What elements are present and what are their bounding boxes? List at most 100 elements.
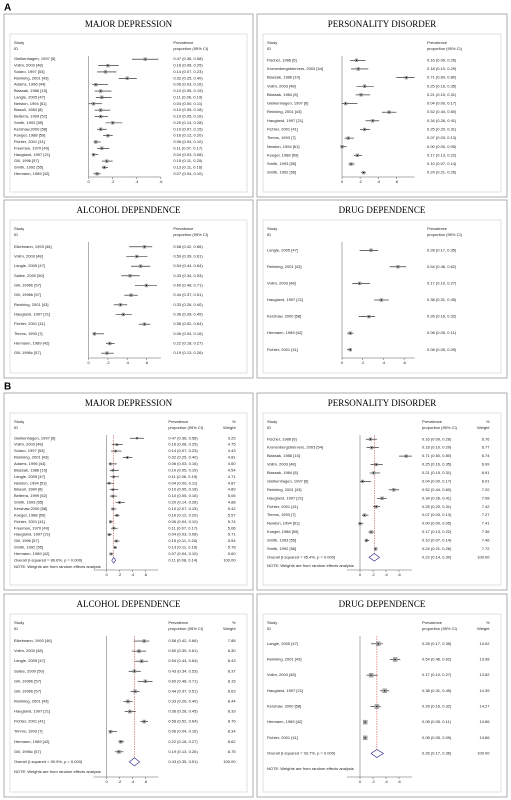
- value-label: 0.50 (0.39, 0.61): [173, 254, 203, 259]
- estimate-dot: [349, 332, 351, 334]
- study-label: Gill, 1996 [57]: [14, 538, 39, 543]
- weight-label: 5.78: [228, 545, 237, 550]
- study-label: Koegel, 1988 [59]: [267, 529, 298, 534]
- estimate-dot: [405, 76, 408, 79]
- estimate-dot: [355, 59, 358, 62]
- study-label: Hermann, 1989 [42]: [267, 330, 302, 335]
- value-label: 0.52 (0.44, 0.60): [422, 487, 452, 492]
- study-label: Newton, 1994 [61]: [267, 144, 299, 149]
- estimate-dot: [341, 146, 343, 148]
- x-tick-label: 0: [105, 572, 108, 577]
- x-tick-label: 0: [359, 572, 362, 577]
- estimate-dot: [359, 522, 361, 525]
- estimate-dot: [112, 508, 114, 510]
- estimate-dot: [143, 246, 146, 248]
- estimate-dot: [115, 540, 117, 542]
- column-header: Prevalence: [422, 419, 443, 424]
- study-label: Gielkenhagen, 1997 [6]: [267, 101, 308, 106]
- chart-title: DRUG DEPENDENCE: [339, 599, 426, 609]
- estimate-dot: [116, 443, 118, 446]
- weight-label: 8.33: [228, 709, 237, 714]
- study-label: Fischer, 1986 [6]: [267, 436, 297, 441]
- study-label: Kronenbergsbiervers, 2003 [54]: [267, 66, 323, 71]
- x-tick-label: .6: [397, 779, 401, 784]
- study-label: Smith, 1992 [55]: [14, 545, 43, 550]
- value-label: 0.44 (0.37, 0.51): [173, 292, 203, 297]
- estimate-dot: [375, 463, 377, 466]
- chart-title: ALCOHOL DEPENDENCE: [77, 599, 181, 609]
- estimate-dot: [372, 120, 374, 122]
- estimate-dot: [377, 643, 379, 645]
- column-header: proportion (95% CI): [427, 232, 463, 237]
- estimate-dot: [356, 154, 359, 157]
- chart-title: MAJOR DEPRESSION: [85, 19, 173, 29]
- study-label: Haugland, 1997 [21]: [267, 118, 303, 123]
- plot-frame: [9, 33, 248, 193]
- overall-weight-label: 100.00: [477, 751, 490, 756]
- x-tick-label: 0: [105, 779, 108, 784]
- weight-label: 5.06: [228, 493, 237, 498]
- study-label: Langle, 2005 [47]: [14, 658, 45, 663]
- estimate-dot: [96, 173, 98, 175]
- estimate-dot: [99, 115, 102, 118]
- column-header: ID: [267, 46, 271, 51]
- value-label: 0.17 (0.13, 0.22): [427, 152, 457, 157]
- column-header: Prevalence: [168, 620, 189, 625]
- study-label: Vollm, 2003 [48]: [267, 462, 296, 467]
- study-label: Gielkenhagen, 1997 [6]: [14, 56, 55, 61]
- estimate-dot: [109, 730, 112, 733]
- estimate-dot: [388, 111, 390, 113]
- value-label: 0.38 (0.31, 0.45): [422, 688, 452, 693]
- study-label: Vollm, 2003 [48]: [267, 672, 296, 677]
- panel-label: A: [4, 3, 11, 14]
- estimate-dot: [361, 480, 364, 483]
- overall-label: Overall (I-squared = 95.4%, p = 0.000): [267, 554, 336, 559]
- study-label: Eikelmann, 1993 [46]: [14, 638, 52, 643]
- x-tick-label: .4: [131, 572, 135, 577]
- x-tick-label: .2: [358, 179, 362, 184]
- value-label: 0.16 (0.09, 0.26): [422, 436, 452, 441]
- column-header: Study: [267, 40, 277, 45]
- study-label: Reinking, 2001 [43]: [14, 302, 48, 307]
- estimate-dot: [134, 690, 136, 693]
- estimate-dot: [138, 650, 140, 652]
- value-label: 0.04 (0.00, 0.11): [173, 101, 203, 106]
- estimate-dot: [372, 472, 375, 474]
- value-label: 0.06 (0.04, 0.16): [168, 729, 198, 734]
- estimate-dot: [99, 128, 102, 130]
- value-label: 0.47 (0.36, 0.58): [168, 435, 198, 440]
- x-tick-label: .2: [118, 779, 122, 784]
- study-label: Solaro, 1997 [53]: [14, 448, 44, 453]
- column-header: %: [232, 620, 236, 625]
- estimate-dot: [358, 282, 361, 285]
- panel-label: B: [4, 382, 11, 393]
- value-label: 0.07 (0.03, 0.13): [427, 135, 457, 140]
- column-header: Study: [267, 620, 277, 625]
- x-tick-label: .2: [111, 179, 115, 184]
- estimate-dot: [129, 710, 131, 713]
- weight-label: 4.54: [228, 467, 237, 472]
- column-header: ID: [267, 626, 271, 631]
- value-label: 0.14 (0.07, 0.23): [173, 69, 203, 74]
- estimate-dot: [347, 137, 350, 139]
- value-label: 0.52 (0.44, 0.60): [427, 109, 457, 114]
- study-label: Gill, 1996b [57]: [14, 283, 41, 288]
- column-header: proportion (95% CI): [422, 425, 458, 430]
- estimate-dot: [127, 700, 129, 703]
- study-label: Timms, 1993 [7]: [267, 135, 296, 140]
- column-header: ID: [267, 232, 271, 237]
- column-header: Study: [267, 419, 277, 424]
- value-label: 0.16 (0.08, 0.25): [173, 63, 203, 68]
- x-tick-label: .6: [144, 572, 148, 577]
- estimate-dot: [119, 304, 122, 306]
- weight-label: 14.39: [479, 688, 490, 693]
- value-label: 0.33 (0.26, 0.40): [173, 302, 203, 307]
- value-label: 0.25 (0.20, 0.31): [422, 504, 452, 509]
- estimate-dot: [136, 255, 138, 258]
- column-header: Weight: [477, 626, 490, 631]
- value-label: 0.10 (0.07, 0.15): [173, 126, 203, 131]
- value-label: 0.06 (0.03, 0.16): [173, 82, 203, 87]
- column-header: Prevalence: [427, 226, 448, 231]
- value-label: 0.20 (0.14, 0.28): [168, 500, 198, 505]
- weight-label: 6.91: [482, 478, 491, 483]
